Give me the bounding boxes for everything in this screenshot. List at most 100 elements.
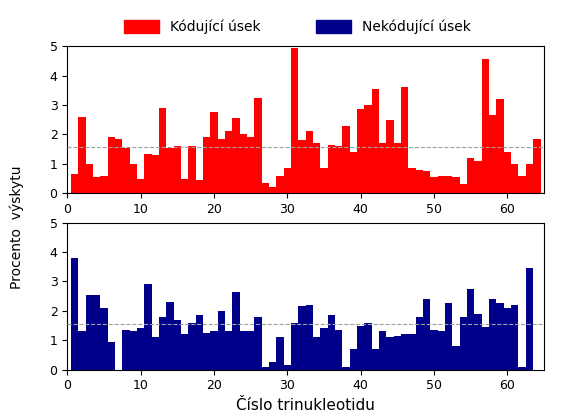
- Legend: Kódující úsek, Nekódující úsek: Kódující úsek, Nekódující úsek: [124, 20, 471, 34]
- Bar: [379, 331, 387, 370]
- Bar: [379, 143, 387, 193]
- Bar: [181, 178, 188, 193]
- Bar: [357, 326, 365, 370]
- Bar: [291, 47, 298, 193]
- Bar: [394, 336, 401, 370]
- Bar: [401, 87, 408, 193]
- Bar: [159, 317, 167, 370]
- Bar: [93, 177, 100, 193]
- Bar: [394, 143, 401, 193]
- Bar: [489, 299, 496, 370]
- Bar: [108, 137, 115, 193]
- Bar: [79, 117, 86, 193]
- Bar: [387, 337, 394, 370]
- Bar: [467, 158, 475, 193]
- Bar: [511, 305, 518, 370]
- Bar: [203, 137, 210, 193]
- Bar: [350, 152, 357, 193]
- Bar: [496, 99, 504, 193]
- Bar: [196, 180, 203, 193]
- Bar: [482, 327, 489, 370]
- Bar: [306, 131, 313, 193]
- Bar: [467, 289, 475, 370]
- Bar: [86, 295, 93, 370]
- Bar: [188, 323, 196, 370]
- Bar: [306, 305, 313, 370]
- Bar: [408, 334, 416, 370]
- Bar: [79, 331, 86, 370]
- Bar: [137, 328, 144, 370]
- X-axis label: Číslo trinukleotidu: Číslo trinukleotidu: [236, 398, 375, 413]
- Bar: [240, 134, 247, 193]
- Bar: [218, 139, 225, 193]
- Bar: [284, 365, 291, 370]
- Bar: [335, 330, 342, 370]
- Bar: [313, 143, 320, 193]
- Bar: [298, 307, 306, 370]
- Bar: [335, 146, 342, 193]
- Text: Procento  výskytu: Procento výskytu: [10, 165, 24, 289]
- Bar: [151, 155, 159, 193]
- Bar: [174, 320, 181, 370]
- Bar: [416, 317, 423, 370]
- Bar: [269, 187, 277, 193]
- Bar: [526, 268, 533, 370]
- Bar: [115, 139, 122, 193]
- Bar: [445, 176, 453, 193]
- Bar: [232, 292, 240, 370]
- Bar: [518, 367, 526, 370]
- Bar: [438, 331, 445, 370]
- Bar: [320, 168, 328, 193]
- Bar: [445, 303, 453, 370]
- Bar: [511, 164, 518, 193]
- Bar: [320, 328, 328, 370]
- Bar: [225, 131, 232, 193]
- Bar: [232, 118, 240, 193]
- Bar: [482, 59, 489, 193]
- Bar: [357, 109, 365, 193]
- Bar: [167, 147, 174, 193]
- Bar: [401, 334, 408, 370]
- Bar: [93, 295, 100, 370]
- Bar: [387, 120, 394, 193]
- Bar: [489, 115, 496, 193]
- Bar: [218, 311, 225, 370]
- Bar: [130, 164, 137, 193]
- Bar: [504, 152, 511, 193]
- Bar: [277, 337, 284, 370]
- Bar: [423, 299, 430, 370]
- Bar: [210, 112, 218, 193]
- Bar: [328, 315, 335, 370]
- Bar: [122, 330, 130, 370]
- Bar: [284, 168, 291, 193]
- Bar: [504, 308, 511, 370]
- Bar: [181, 334, 188, 370]
- Bar: [196, 315, 203, 370]
- Bar: [475, 314, 482, 370]
- Bar: [365, 105, 372, 193]
- Bar: [342, 126, 350, 193]
- Bar: [291, 323, 298, 370]
- Bar: [262, 367, 269, 370]
- Bar: [122, 147, 130, 193]
- Bar: [188, 146, 196, 193]
- Bar: [254, 97, 262, 193]
- Bar: [137, 178, 144, 193]
- Bar: [460, 184, 467, 193]
- Bar: [453, 177, 460, 193]
- Bar: [416, 170, 423, 193]
- Bar: [247, 331, 254, 370]
- Bar: [342, 367, 350, 370]
- Bar: [408, 168, 416, 193]
- Bar: [144, 153, 151, 193]
- Bar: [269, 362, 277, 370]
- Bar: [247, 137, 254, 193]
- Bar: [100, 176, 108, 193]
- Bar: [225, 331, 232, 370]
- Bar: [460, 317, 467, 370]
- Bar: [430, 177, 438, 193]
- Bar: [496, 303, 504, 370]
- Bar: [262, 183, 269, 193]
- Bar: [518, 176, 526, 193]
- Bar: [328, 144, 335, 193]
